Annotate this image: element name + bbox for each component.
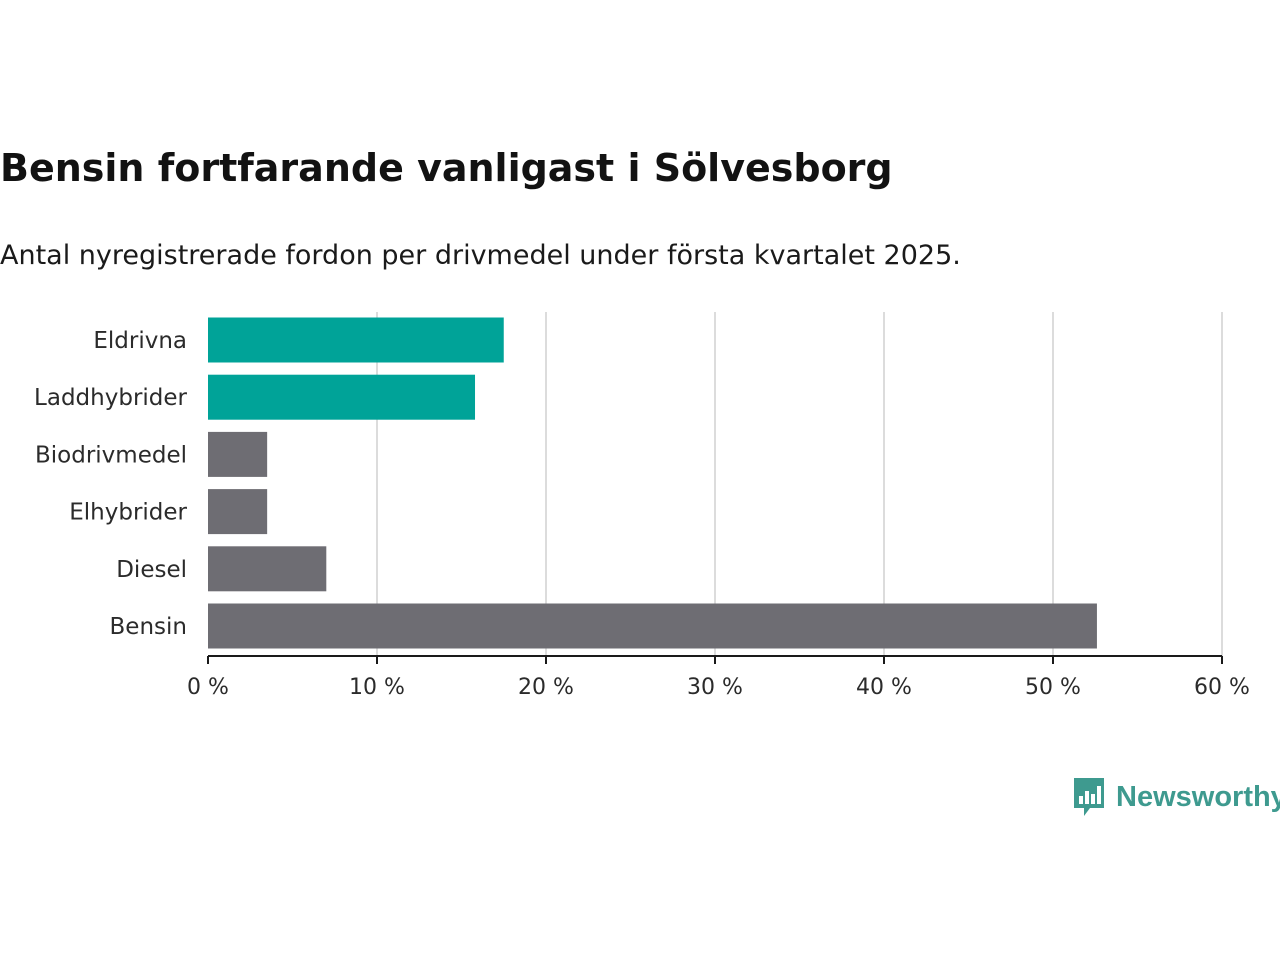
chart-subtitle: Antal nyregistrerade fordon per drivmede…: [0, 240, 961, 271]
x-tick-label: 10 %: [349, 675, 405, 700]
category-label: Biodrivmedel: [35, 442, 187, 468]
grid-lines: [376, 312, 1223, 656]
x-axis: 0 % 10 % 20 % 30 % 40 % 50 % 60 %: [187, 655, 1250, 700]
bar-chart: Eldrivna Laddhybrider Biodrivmedel Elhybrid…: [34, 312, 1250, 700]
category-label: Diesel: [116, 557, 187, 583]
bar: [208, 489, 268, 535]
x-tick-label: 30 %: [687, 675, 743, 700]
bars: [208, 317, 1097, 649]
category-label: Eldrivna: [93, 328, 187, 354]
bar: [208, 546, 327, 592]
newsworthy-chart-bubble-icon: [1074, 778, 1104, 816]
category-label: Laddhybrider: [34, 385, 187, 411]
x-tick-label: 50 %: [1025, 675, 1081, 700]
category-label: Elhybrider: [69, 500, 187, 526]
x-tick-label: 60 %: [1194, 675, 1250, 700]
category-label: Bensin: [110, 614, 187, 640]
bar: [208, 603, 1097, 649]
bar: [208, 317, 504, 363]
bar: [208, 431, 268, 477]
x-tick-label: 0 %: [187, 675, 229, 700]
x-tick-label: 20 %: [518, 675, 574, 700]
bar: [208, 374, 476, 420]
chart-title: Bensin fortfarande vanligast i Sölvesbor…: [0, 146, 893, 190]
x-tick-label: 40 %: [856, 675, 912, 700]
newsworthy-logo: Newsworthy: [1072, 776, 1280, 818]
brand-name: Newsworthy: [1116, 780, 1280, 813]
category-labels: Eldrivna Laddhybrider Biodrivmedel Elhybrid…: [34, 328, 187, 640]
